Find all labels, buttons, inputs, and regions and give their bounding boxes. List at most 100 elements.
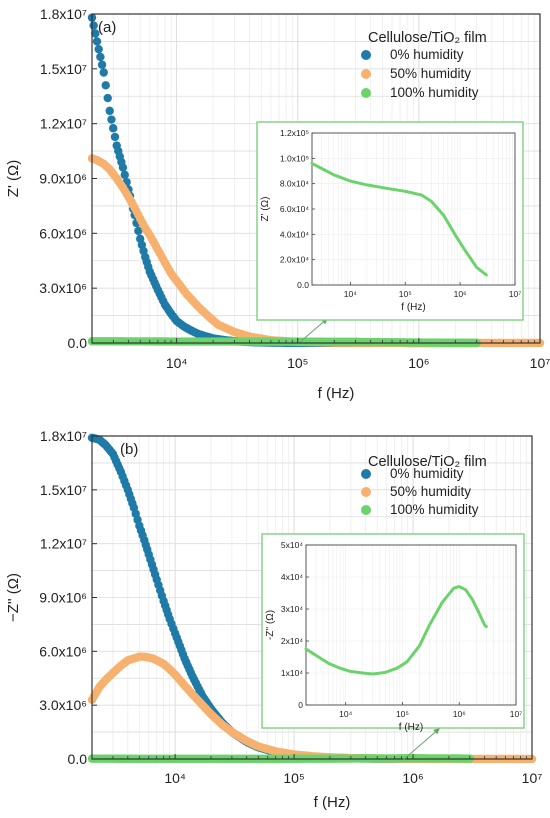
inset-x-tick-label: 10⁷ [510,709,523,719]
data-point [107,115,116,124]
x-axis-title: f (Hz) [314,794,351,811]
data-point [99,68,108,77]
inset-plot-frame [305,544,517,706]
inset-x-axis: 10⁴ 10⁵ 10⁶ 10⁷ f (Hz) [344,282,521,313]
x-tick-label: 10⁵ [287,355,308,371]
y-tick-label: 1.5x10⁷ [40,61,87,77]
x-tick-label: 10⁶ [408,355,429,371]
inset-frame [256,121,524,321]
inset-arrowhead [433,728,440,735]
data-point [105,106,114,116]
y-tick-label: 3.0x10⁶ [39,697,87,713]
inset-grid [305,544,517,706]
inset-x-tick-label: 10⁶ [454,289,467,299]
legend-label: 0% humidity [390,47,464,62]
y-tick-label: 0.0 [68,335,88,351]
inset-series-line [304,585,488,676]
panel-label: (a) [98,19,116,36]
x-tick-label: 10⁷ [522,770,543,786]
legend-label: 0% humidity [390,466,464,481]
x-axis-title: f (Hz) [318,385,355,402]
y-tick-label: 1.2x10⁷ [40,536,87,552]
inset: 10⁴ 10⁵ 10⁶ 10⁷ f (Hz) 0 1x10⁴ 2x10⁴ 3x10⁴ 4x10⁴ 5… [261,533,525,761]
data-point [89,21,98,30]
y-axis-title: −Z'' (Ω) [5,573,22,622]
series-100-humidity [87,337,481,348]
inset-x-tick-label: 10⁴ [344,289,357,299]
data-point [96,52,105,62]
inset-y-axis: 0.0 2.0x10⁴ 4.0x10⁴ 6.0x10⁴ 8.0x10⁴ 1.0x10⁵ 1.… [260,128,315,290]
inset-y-tick-label: 4x10⁴ [281,572,303,582]
inset-y-tick-label: 6.0x10⁴ [280,204,310,214]
y-axis: 0.0 3.0x10⁶ 6.0x10⁶ 9.0x10⁶ 1.2x10⁷ 1.5x10⁷ 1.… [5,428,97,767]
x-axis: 10⁴ 10⁵ 10⁶ 10⁷ f (Hz) [91,338,550,402]
inset-y-axis-title: -Z'' (Ω) [265,610,276,640]
legend-marker [361,487,371,497]
data-point [91,29,100,38]
series-100-humidity [87,754,475,764]
legend-label: 100% humidity [390,85,479,100]
inset-x-tick-label: 10⁴ [339,709,352,719]
y-tick-label: 1.8x10⁷ [40,6,87,22]
x-tick-label: 10⁵ [283,770,304,786]
inset-x-tick-label: 10⁵ [396,709,409,719]
legend-marker [361,505,371,515]
y-tick-label: 6.0x10⁶ [39,643,87,659]
x-tick-label: 10⁷ [530,355,550,371]
inset-x-axis: 10⁴ 10⁵ 10⁶ 10⁷ f (Hz) [339,702,522,733]
inset-x-tick-label: 10⁵ [399,289,412,299]
inset-x-tick-label: 10⁶ [453,709,466,719]
y-tick-label: 9.0x10⁶ [39,171,87,187]
inset-y-axis: 0 1x10⁴ 2x10⁴ 3x10⁴ 4x10⁴ 5x10⁴ -Z'' (Ω) [265,540,309,710]
inset-x-axis-title: f (Hz) [399,722,423,733]
data-point [94,44,103,54]
inset-y-tick-label: 8.0x10⁴ [280,179,310,189]
inset-y-axis-title: Z' (Ω) [260,197,271,222]
data-point [97,60,107,69]
data-point [92,37,102,46]
x-tick-label: 10⁶ [402,770,423,786]
inset: 10⁴ 10⁵ 10⁶ 10⁷ f (Hz) 0.0 2.0x10⁴ 4.0x10⁴ 6.0x1… [256,121,524,343]
legend-label: 100% humidity [390,502,479,517]
inset-series-line [310,161,488,277]
panel-label: (b) [120,441,138,458]
legend-marker [361,469,371,479]
x-tick-label: 10⁴ [166,355,188,371]
y-tick-label: 1.8x10⁷ [40,428,87,444]
panel-a: 10⁴ 10⁵ 10⁶ 10⁷ f (Hz) 0.0 3.0x10⁶ 6.0x10⁶ 9.0x1… [5,6,550,402]
inset-y-tick-label: 1.0x10⁵ [280,153,309,163]
data-point [109,124,118,133]
inset-y-tick-label: 1x10⁴ [281,668,303,678]
data-point [134,226,143,236]
y-axis: 0.0 3.0x10⁶ 6.0x10⁶ 9.0x10⁶ 1.2x10⁷ 1.5x10⁷ 1.… [5,6,97,351]
panel-b: 10⁴ 10⁵ 10⁶ 10⁷ f (Hz) 0.0 3.0x10⁶ 6.0x10⁶ 9.0x1… [5,428,542,811]
x-tick-label: 10⁴ [164,770,186,786]
inset-y-tick-label: 3x10⁴ [281,604,303,614]
inset-y-tick-label: 1.2x10⁵ [280,128,309,138]
y-tick-label: 6.0x10⁶ [39,225,87,241]
data-point [120,170,129,180]
inset-y-tick-label: 2x10⁴ [281,636,303,646]
legend-label: 50% humidity [390,484,471,499]
data-point [101,81,110,90]
legend-marker [361,88,371,98]
y-tick-label: 3.0x10⁶ [39,280,87,296]
inset-y-tick-label: 2.0x10⁴ [280,255,310,265]
y-tick-label: 1.5x10⁷ [40,482,87,498]
data-point [103,93,112,103]
inset-frame [261,533,525,729]
inset-y-tick-label: 4.0x10⁴ [280,229,310,239]
legend-label: 50% humidity [390,66,471,81]
inset-x-tick-label: 10⁷ [509,289,522,299]
x-axis: 10⁴ 10⁵ 10⁶ 10⁷ f (Hz) [91,754,543,811]
y-tick-label: 1.2x10⁷ [40,116,87,132]
legend-title: Cellulose/TiO₂ film [368,30,487,46]
inset-y-tick-label: 5x10⁴ [281,540,303,550]
legend-marker [361,69,371,79]
inset-y-tick-label: 0.0 [297,280,309,290]
inset-arrow [402,727,441,761]
y-tick-label: 9.0x10⁶ [39,590,87,606]
